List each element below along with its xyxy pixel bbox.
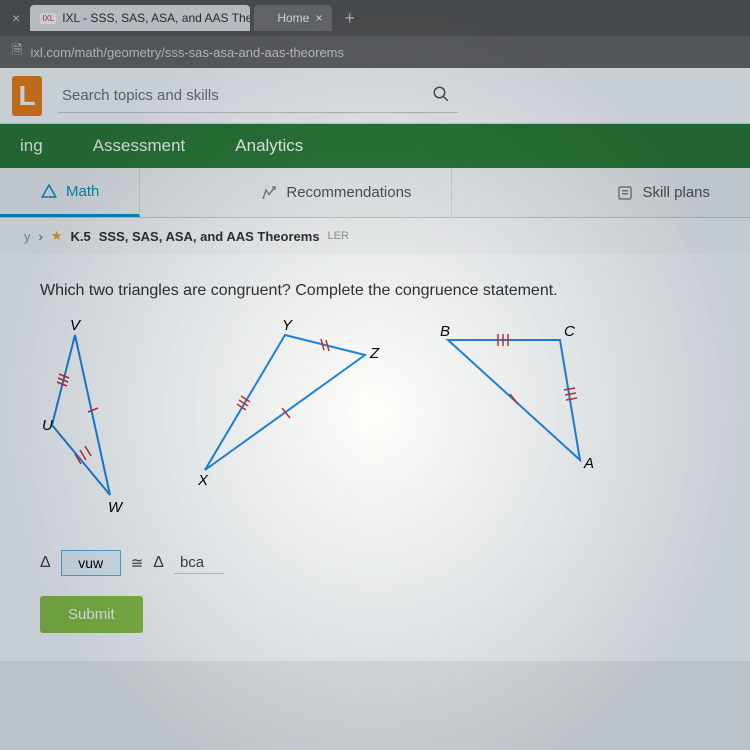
skill-tag: LER — [328, 230, 349, 242]
submit-button[interactable]: Submit — [40, 596, 143, 633]
tab-title: IXL - SSS, SAS, ASA, and AAS The — [62, 11, 250, 25]
url-bar: 🗎 ixl.com/math/geometry/sss-sas-asa-and-… — [0, 36, 750, 68]
tab-favicon: ◌ — [264, 11, 271, 25]
tab-math[interactable]: Math — [0, 168, 140, 217]
svg-text:X: X — [197, 472, 209, 489]
site-header: L — [0, 68, 750, 124]
triangle-diagram: V U W Y Z X — [40, 320, 710, 520]
question-content: Which two triangles are congruent? Compl… — [0, 254, 750, 661]
skill-code: K.5 — [71, 229, 91, 244]
answer-input-left[interactable] — [61, 550, 121, 576]
ixl-logo[interactable]: L — [12, 76, 42, 116]
nav-item-learning[interactable]: ing — [20, 136, 43, 156]
skill-title: SSS, SAS, ASA, and AAS Theorems — [99, 229, 320, 244]
tab-title: Home — [277, 11, 309, 25]
tab-label: Math — [66, 183, 99, 200]
url-text[interactable]: ixl.com/math/geometry/sss-sas-asa-and-aa… — [30, 45, 344, 60]
math-icon — [40, 182, 58, 200]
svg-text:A: A — [583, 455, 594, 472]
tab-skill-plans[interactable]: Skill plans — [576, 168, 750, 217]
tab-favicon: IXL — [40, 13, 56, 24]
triangle-yzx: Y Z X — [190, 320, 390, 495]
congruent-symbol: ≅ — [131, 554, 144, 572]
search-input[interactable] — [58, 79, 458, 113]
tab-label: Skill plans — [642, 184, 710, 201]
svg-text:B: B — [440, 323, 450, 340]
svg-text:Z: Z — [369, 345, 380, 362]
svg-text:W: W — [108, 499, 124, 516]
triangle-symbol: Δ — [153, 554, 164, 572]
svg-text:V: V — [70, 320, 82, 334]
answer-row: Δ ≅ Δ bca — [40, 550, 710, 576]
browser-tab-active[interactable]: IXL IXL - SSS, SAS, ASA, and AAS The × — [30, 5, 250, 31]
tab-label: Recommendations — [286, 184, 411, 201]
site-icon: 🗎 — [12, 41, 22, 63]
svg-text:C: C — [564, 323, 575, 340]
question-text: Which two triangles are congruent? Compl… — [40, 282, 710, 300]
skill-plans-icon — [616, 184, 634, 202]
nav-item-analytics[interactable]: Analytics — [235, 136, 303, 156]
triangle-bca: B C A — [430, 320, 610, 485]
browser-tab[interactable]: ◌ Home × — [254, 5, 332, 31]
sub-nav: Math Recommendations Skill plans — [0, 168, 750, 218]
triangle-vuw: V U W — [40, 320, 150, 520]
close-icon[interactable]: × — [315, 11, 322, 25]
main-nav: ing Assessment Analytics — [0, 124, 750, 168]
new-tab-button[interactable]: + — [334, 8, 365, 29]
breadcrumb: y › ★ K.5 SSS, SAS, ASA, and AAS Theorem… — [0, 218, 750, 254]
tab-recommendations[interactable]: Recommendations — [220, 168, 452, 217]
chevron-right-icon: › — [39, 229, 43, 244]
triangle-symbol: Δ — [40, 554, 51, 572]
close-icon[interactable]: × — [4, 10, 28, 26]
svg-text:Y: Y — [282, 320, 293, 334]
search-wrap — [58, 79, 458, 113]
search-icon[interactable] — [432, 85, 450, 108]
star-icon: ★ — [51, 228, 63, 244]
recommendations-icon — [260, 184, 278, 202]
answer-static-right: bca — [174, 552, 224, 574]
breadcrumb-prev[interactable]: y — [24, 229, 31, 244]
browser-tab-strip: × IXL IXL - SSS, SAS, ASA, and AAS The ×… — [0, 0, 750, 36]
svg-text:U: U — [42, 417, 53, 434]
nav-item-assessment[interactable]: Assessment — [93, 136, 186, 156]
